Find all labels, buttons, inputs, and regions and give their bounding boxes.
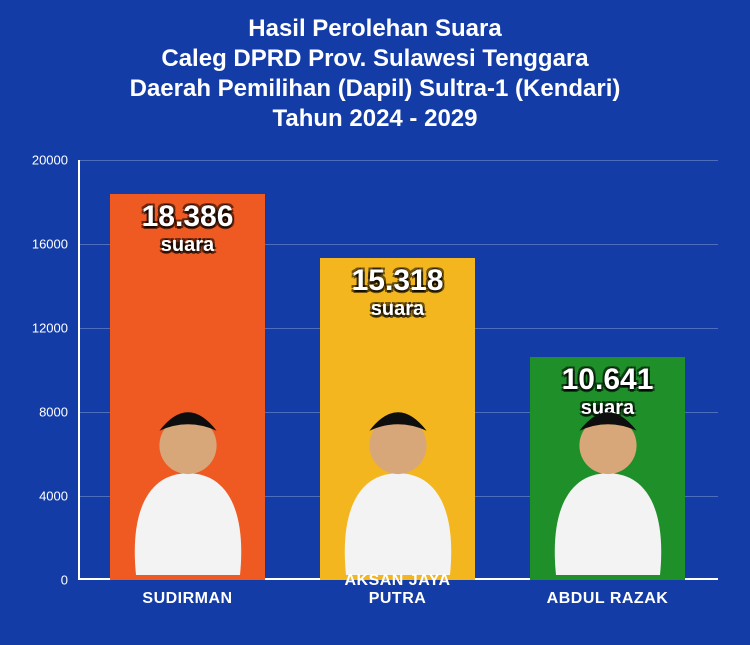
bar-value-label: 18.386suara [142, 200, 234, 257]
gridline [78, 160, 718, 161]
bar-value-number: 15.318 [352, 264, 444, 298]
title-line-3: Daerah Pemilihan (Dapil) Sultra-1 (Kenda… [0, 74, 750, 104]
candidate-photo [123, 390, 253, 580]
bar: 18.386suara [110, 194, 265, 580]
bar-name-label: SUDIRMAN [110, 590, 265, 608]
bar-value-unit: suara [142, 234, 234, 257]
bar-name-label: AKSAN JAYA PUTRA [320, 572, 475, 608]
ytick-label: 12000 [8, 321, 68, 336]
title-line-1: Hasil Perolehan Suara [0, 14, 750, 44]
ytick-label: 20000 [8, 153, 68, 168]
title-line-4: Tahun 2024 - 2029 [0, 104, 750, 134]
bar-value-number: 18.386 [142, 200, 234, 234]
ytick-label: 16000 [8, 237, 68, 252]
bar-name-label: ABDUL RAZAK [530, 590, 685, 608]
bar: 10.641suara [530, 357, 685, 580]
chart-area: 04000800012000160002000018.386suara SUDI… [78, 160, 718, 580]
candidate-silhouette-icon [543, 390, 673, 575]
ytick-label: 0 [8, 573, 68, 588]
candidate-silhouette-icon [333, 390, 463, 575]
candidate-silhouette-icon [123, 390, 253, 575]
y-axis [78, 160, 80, 580]
plot: 04000800012000160002000018.386suara SUDI… [78, 160, 718, 580]
candidate-photo [333, 390, 463, 580]
ytick-label: 4000 [8, 489, 68, 504]
infographic-canvas: Hasil Perolehan Suara Caleg DPRD Prov. S… [0, 0, 750, 645]
bar-value-unit: suara [352, 298, 444, 321]
ytick-label: 8000 [8, 405, 68, 420]
bar-value-label: 15.318suara [352, 264, 444, 321]
title-block: Hasil Perolehan Suara Caleg DPRD Prov. S… [0, 14, 750, 134]
title-line-2: Caleg DPRD Prov. Sulawesi Tenggara [0, 44, 750, 74]
bar: 15.318suara [320, 258, 475, 580]
candidate-photo [543, 390, 673, 580]
